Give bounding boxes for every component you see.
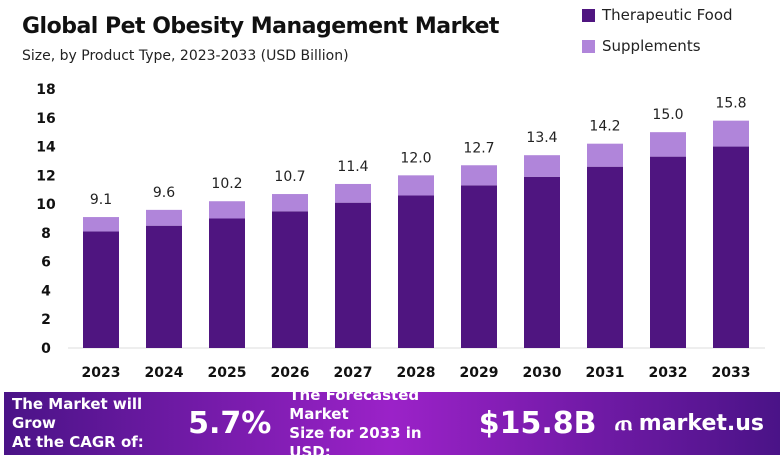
bar-supplements (713, 120, 749, 147)
total-label: 10.7 (274, 169, 305, 185)
logo-icon: ጠ (614, 411, 633, 436)
bar-supplements (335, 183, 371, 203)
x-tick-label: 2026 (271, 365, 310, 381)
total-label: 10.2 (211, 176, 242, 192)
bar-therapeutic-food (461, 185, 497, 348)
bar-therapeutic-food (524, 176, 560, 348)
forecast-label: The Forecasted Market Size for 2033 in US… (289, 385, 422, 461)
chart-title: Global Pet Obesity Management Market (22, 14, 499, 39)
bar-supplements (209, 201, 245, 219)
y-tick-label: 18 (36, 82, 55, 98)
total-label: 12.7 (463, 140, 494, 156)
forecast-value: $15.8B (478, 406, 597, 441)
bar-supplements (272, 194, 308, 212)
y-tick-label: 12 (36, 168, 55, 184)
y-tick-label: 10 (36, 197, 56, 213)
legend-item-therapeutic-food: Therapeutic Food (582, 6, 733, 24)
total-label: 11.4 (337, 159, 368, 175)
legend-item-supplements: Supplements (582, 37, 733, 55)
bar-supplements (650, 132, 686, 157)
y-tick-label: 16 (36, 111, 55, 127)
x-tick-label: 2025 (208, 365, 247, 381)
x-tick-label: 2031 (586, 365, 625, 381)
bar-therapeutic-food (146, 225, 182, 348)
bar-therapeutic-food (335, 202, 371, 348)
x-tick-label: 2027 (334, 365, 373, 381)
cagr-value: 5.7% (188, 406, 272, 441)
bar-supplements (398, 175, 434, 196)
total-label: 12.0 (400, 150, 431, 166)
footer-banner: The Market will Grow At the CAGR of: 5.7%… (4, 386, 780, 461)
bar-supplements (146, 209, 182, 226)
total-label: 9.1 (90, 192, 112, 208)
bar-supplements (587, 143, 623, 167)
total-label: 14.2 (589, 119, 620, 135)
y-tick-label: 8 (41, 226, 51, 242)
x-tick-label: 2028 (397, 365, 436, 381)
bar-therapeutic-food (83, 231, 119, 348)
bar-therapeutic-food (713, 146, 749, 348)
x-tick-label: 2030 (523, 365, 562, 381)
x-tick-label: 2029 (460, 365, 499, 381)
y-tick-label: 4 (41, 283, 51, 299)
bar-supplements (83, 217, 119, 232)
bar-chart: 0 2 4 6 8 10 12 14 16 18 9.1 2023 9.6 2024 10.2 2025 10.… (36, 82, 765, 381)
y-tick-label: 6 (41, 255, 51, 271)
bar-therapeutic-food (272, 211, 308, 348)
total-label: 9.6 (153, 185, 175, 201)
bar-therapeutic-food (650, 156, 686, 348)
total-label: 13.4 (526, 130, 557, 146)
legend: Therapeutic Food Supplements (582, 6, 733, 68)
x-tick-label: 2024 (145, 365, 184, 381)
x-tick-label: 2033 (712, 365, 751, 381)
bar-therapeutic-food (587, 166, 623, 348)
bar-therapeutic-food (398, 195, 434, 348)
bar-therapeutic-food (209, 218, 245, 348)
y-tick-label: 0 (41, 341, 51, 357)
market-us-logo: ጠ market.us (614, 411, 764, 436)
x-tick-label: 2032 (649, 365, 688, 381)
y-tick-label: 14 (36, 140, 56, 156)
chart-subtitle: Size, by Product Type, 2023-2033 (USD Bi… (22, 48, 349, 64)
total-label: 15.8 (715, 96, 746, 112)
x-tick-label: 2023 (82, 365, 121, 381)
bar-supplements (461, 165, 497, 186)
y-tick-label: 2 (41, 312, 51, 328)
cagr-label: The Market will Grow At the CAGR of: (12, 395, 144, 451)
total-label: 15.0 (652, 107, 683, 123)
bar-supplements (524, 155, 560, 177)
